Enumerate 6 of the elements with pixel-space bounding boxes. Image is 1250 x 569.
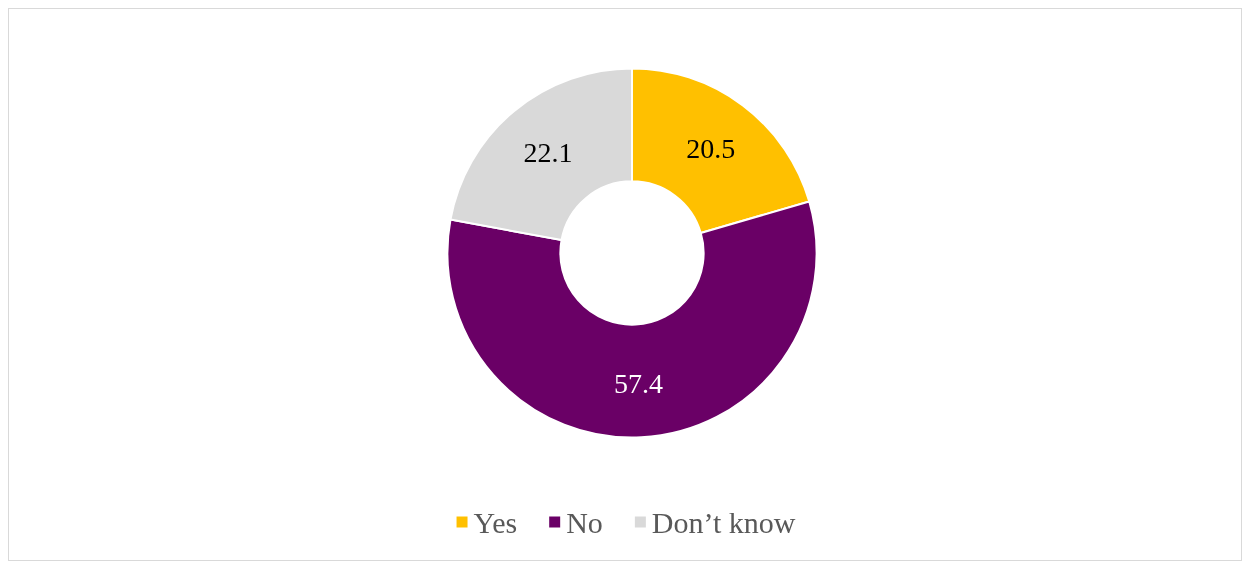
legend-label: No bbox=[566, 505, 603, 539]
data-label: 20.5 bbox=[686, 132, 736, 164]
data-label: 22.1 bbox=[523, 136, 573, 168]
legend-label: Don’t know bbox=[651, 505, 796, 539]
legend-label: Yes bbox=[473, 505, 518, 539]
data-label: 57.4 bbox=[614, 368, 664, 400]
